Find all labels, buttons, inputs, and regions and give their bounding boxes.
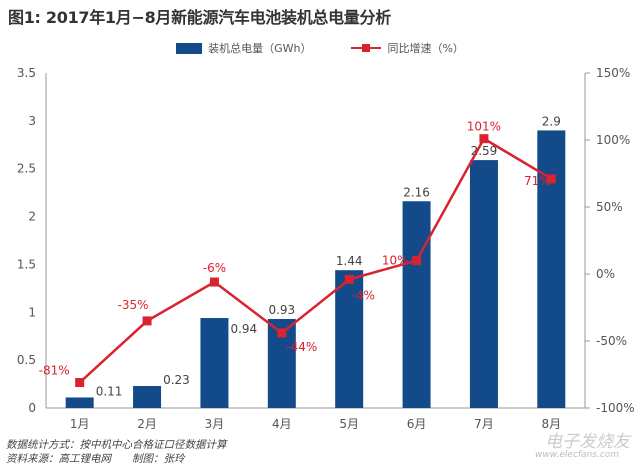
line-point — [75, 378, 85, 388]
line-value-label: 101% — [467, 120, 501, 134]
line-point — [209, 277, 219, 287]
bar-value-label: 1.44 — [336, 254, 363, 268]
left-tick-label: 0 — [28, 401, 36, 415]
right-tick-label: -50% — [596, 334, 627, 348]
bar-value-label: 0.94 — [230, 322, 257, 336]
x-tick-label: 8月 — [541, 417, 561, 431]
legend-item-line: 同比增速（%） — [351, 40, 464, 56]
legend: 装机总电量（GWh） 同比增速（%） — [0, 40, 640, 56]
bar — [65, 397, 94, 408]
left-tick-label: 3.5 — [17, 66, 36, 80]
line-value-label: -44% — [286, 340, 317, 354]
line-value-label: -35% — [118, 298, 149, 312]
line-point — [142, 316, 152, 326]
footer: 数据统计方式：按中机中心合格证口径数据计算 资料来源：高工锂电网 制图：张玲 — [6, 438, 227, 466]
bar-value-label: 2.16 — [403, 185, 430, 199]
line-point — [546, 174, 556, 184]
chart-title: 图1: 2017年1月−8月新能源汽车电池装机总电量分析 — [8, 8, 391, 27]
footer-source: 资料来源：高工锂电网 制图：张玲 — [6, 453, 185, 465]
right-tick-label: 150% — [596, 66, 630, 80]
line-value-label: 10% — [382, 254, 409, 268]
x-tick-label: 4月 — [272, 417, 292, 431]
line-value-label: -81% — [39, 364, 70, 378]
right-tick-label: -100% — [596, 401, 635, 415]
right-tick-label: 0% — [596, 267, 615, 281]
left-tick-label: 2.5 — [17, 162, 36, 176]
bar — [200, 318, 229, 408]
bar-value-label: 0.11 — [96, 384, 123, 398]
bar — [469, 160, 498, 408]
right-tick-label: 50% — [596, 200, 623, 214]
left-tick-label: 0.5 — [17, 353, 36, 367]
left-tick-label: 1.5 — [17, 257, 36, 271]
x-tick-label: 2月 — [137, 417, 157, 431]
left-tick-label: 2 — [28, 210, 36, 224]
left-tick-label: 1 — [28, 305, 36, 319]
watermark-url: www.elecfans.com — [535, 450, 620, 460]
line-value-label: -6% — [203, 261, 226, 275]
bar — [402, 201, 431, 408]
bar — [335, 270, 364, 408]
right-tick-label: 100% — [596, 133, 630, 147]
bar-value-label: 0.23 — [163, 373, 190, 387]
x-tick-label: 6月 — [407, 417, 427, 431]
x-tick-label: 3月 — [205, 417, 225, 431]
line-point — [479, 134, 489, 144]
legend-swatch-bar — [176, 42, 203, 54]
line-value-label: -4% — [352, 288, 375, 302]
footer-method: 数据统计方式：按中机中心合格证口径数据计算 — [6, 439, 227, 451]
growth-line — [78, 136, 552, 384]
bar-value-label: 0.93 — [268, 303, 295, 317]
line-point — [412, 256, 422, 266]
bar-value-label: 2.9 — [542, 114, 561, 128]
x-tick-label: 5月 — [339, 417, 359, 431]
bar — [133, 385, 162, 408]
watermark-logo: 电子发烧友 — [545, 432, 630, 452]
left-tick-label: 3 — [28, 114, 36, 128]
legend-item-bar: 装机总电量（GWh） — [176, 40, 311, 56]
bar-value-label: 2.59 — [471, 144, 498, 158]
line-point — [277, 328, 287, 338]
legend-label-bar: 装机总电量（GWh） — [208, 42, 312, 55]
legend-swatch-line — [351, 44, 382, 52]
x-tick-label: 1月 — [70, 417, 90, 431]
line-point — [344, 274, 354, 284]
x-tick-label: 7月 — [474, 417, 494, 431]
line-value-label: 71% — [524, 174, 551, 188]
legend-label-line: 同比增速（%） — [387, 42, 464, 55]
